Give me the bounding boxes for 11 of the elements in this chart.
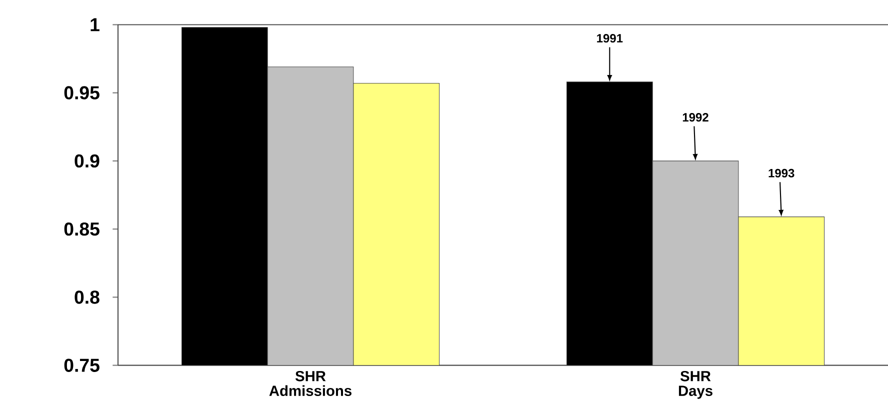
y-tick-label: 0.85: [64, 222, 100, 236]
y-tick-label: 0.95: [64, 86, 100, 100]
y-tick-label: 0.9: [74, 154, 100, 168]
x-tick-label: SHR Days: [678, 370, 712, 399]
x-tick-label: SHR Admissions: [269, 370, 352, 396]
text: 1991: [597, 34, 623, 43]
text: 1992: [682, 113, 708, 122]
y-tick-label: 0.8: [74, 290, 100, 304]
text: 1993: [768, 168, 794, 178]
y-tick-label: 0.75: [64, 358, 100, 372]
y-tick-label: 1: [90, 18, 100, 32]
